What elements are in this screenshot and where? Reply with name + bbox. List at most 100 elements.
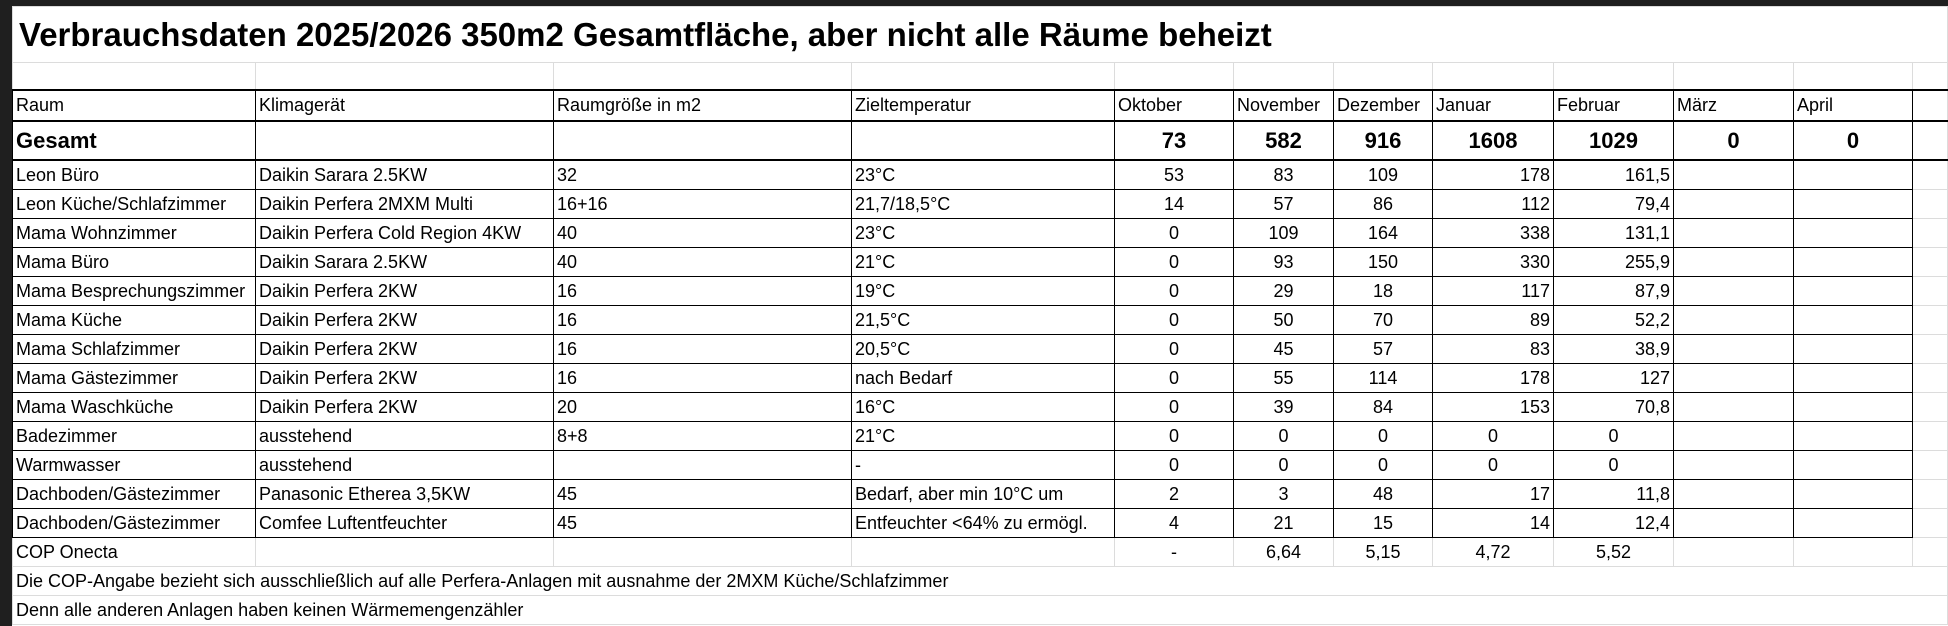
- cell: [12, 62, 256, 91]
- cell: [1333, 62, 1433, 91]
- sheet-row: Leon Küche/Schlafzimmer Daikin Perfera 2M…: [12, 189, 1948, 219]
- cell: 11,8: [1553, 479, 1674, 509]
- cell: 127: [1553, 363, 1674, 393]
- sheet-row: Badezimmer ausstehend 8+8 21°C 0 0 0 0 0: [12, 421, 1948, 451]
- sheet-row: [12, 62, 1948, 91]
- cell: 45: [1233, 334, 1334, 364]
- cell: 16+16: [553, 189, 852, 219]
- cell: Daikin Perfera 2KW: [255, 363, 554, 393]
- cell: Daikin Perfera 2KW: [255, 392, 554, 422]
- cell: 87,9: [1553, 276, 1674, 306]
- cell: [1673, 508, 1794, 538]
- cell: 21°C: [851, 421, 1115, 451]
- sheet-row: Verbrauchsdaten 2025/2026 350m2 Gesamtfl…: [12, 6, 1948, 63]
- cell: 4: [1114, 508, 1234, 538]
- cell: [1793, 218, 1913, 248]
- cell: 0: [1114, 363, 1234, 393]
- cell: Leon Küche/Schlafzimmer: [12, 189, 256, 219]
- cell: Februar: [1553, 89, 1674, 122]
- cell: Raum: [12, 89, 256, 122]
- cell: 582: [1233, 120, 1334, 161]
- cell: Bedarf, aber min 10°C um: [851, 479, 1115, 509]
- cell: [553, 62, 852, 91]
- sheet-row: Mama Büro Daikin Sarara 2.5KW 40 21°C 0 93 150…: [12, 247, 1948, 277]
- cell: [1793, 537, 1913, 567]
- cell: [1793, 247, 1913, 277]
- cell: Gesamt: [12, 120, 256, 161]
- cell: 109: [1233, 218, 1334, 248]
- cell: 73: [1114, 120, 1234, 161]
- cell: Daikin Perfera 2MXM Multi: [255, 189, 554, 219]
- cell: [1912, 189, 1948, 219]
- sheet-row: Mama Waschküche Daikin Perfera 2KW 20 16°C 0…: [12, 392, 1948, 422]
- cell: [1912, 305, 1948, 335]
- cell: [1912, 247, 1948, 277]
- cell: 21°C: [851, 247, 1115, 277]
- cell: [1912, 421, 1948, 451]
- cell: Dachboden/Gästezimmer: [12, 479, 256, 509]
- cell: 23°C: [851, 159, 1115, 190]
- sheet-row: Gesamt 73 582 916 1608 1029 0 0: [12, 120, 1948, 161]
- cell: Mama Waschküche: [12, 392, 256, 422]
- cell: [1673, 392, 1794, 422]
- cell: 70,8: [1553, 392, 1674, 422]
- cell: 0: [1333, 421, 1433, 451]
- cell: 8+8: [553, 421, 852, 451]
- cell: [1912, 363, 1948, 393]
- cell: [553, 120, 852, 161]
- cell: 0: [1233, 421, 1334, 451]
- cell: November: [1233, 89, 1334, 122]
- cell: [1912, 62, 1948, 91]
- cell: [1912, 450, 1948, 480]
- cell: 57: [1233, 189, 1334, 219]
- sheet-row: Mama Küche Daikin Perfera 2KW 16 21,5°C 0 50 7…: [12, 305, 1948, 335]
- cell: Mama Wohnzimmer: [12, 218, 256, 248]
- spreadsheet: Verbrauchsdaten 2025/2026 350m2 Gesamtfl…: [12, 6, 1948, 625]
- cell: Mama Küche: [12, 305, 256, 335]
- cell: [1912, 508, 1948, 538]
- cell: 52,2: [1553, 305, 1674, 335]
- cell: 12,4: [1553, 508, 1674, 538]
- cell: 83: [1233, 159, 1334, 190]
- cell: [1793, 421, 1913, 451]
- cell: Mama Besprechungszimmer: [12, 276, 256, 306]
- cell: Daikin Perfera Cold Region 4KW: [255, 218, 554, 248]
- cell: [255, 62, 554, 91]
- cell: 14: [1114, 189, 1234, 219]
- cell: Panasonic Etherea 3,5KW: [255, 479, 554, 509]
- cell: [1673, 159, 1794, 190]
- cell: 109: [1333, 159, 1433, 190]
- cell: Leon Büro: [12, 159, 256, 190]
- cell: Badezimmer: [12, 421, 256, 451]
- cell: [1912, 218, 1948, 248]
- cell: 178: [1432, 159, 1554, 190]
- cell: 23°C: [851, 218, 1115, 248]
- cell: 57: [1333, 334, 1433, 364]
- cell: 0: [1673, 120, 1794, 161]
- cell: 16: [553, 334, 852, 364]
- sheet-row: Mama Wohnzimmer Daikin Perfera Cold Regio…: [12, 218, 1948, 248]
- cell: [1793, 189, 1913, 219]
- cell: 1608: [1432, 120, 1554, 161]
- cell: Denn alle anderen Anlagen haben keinen W…: [12, 595, 1948, 625]
- sheet-row: COP Onecta -6,64 5,15 4,72 5,52: [12, 537, 1948, 567]
- cell: April: [1793, 89, 1913, 122]
- cell: 0: [1432, 450, 1554, 480]
- cell: 45: [553, 508, 852, 538]
- cell: nach Bedarf: [851, 363, 1115, 393]
- cell: [1673, 247, 1794, 277]
- cell: [1673, 218, 1794, 248]
- cell: 17: [1432, 479, 1554, 509]
- sheet-row: Denn alle anderen Anlagen haben keinen W…: [12, 595, 1948, 625]
- cell: 255,9: [1553, 247, 1674, 277]
- cell: 5,15: [1333, 537, 1433, 567]
- column-header-bar: [0, 0, 1948, 6]
- cell: [1673, 189, 1794, 219]
- cell: 0: [1114, 247, 1234, 277]
- cell: Comfee Luftentfeuchter: [255, 508, 554, 538]
- cell: 19°C: [851, 276, 1115, 306]
- cell: 45: [553, 479, 852, 509]
- sheet-row: Warmwasser ausstehend -0 0 0 0 0: [12, 450, 1948, 480]
- cell: Zieltemperatur: [851, 89, 1115, 122]
- cell: 153: [1432, 392, 1554, 422]
